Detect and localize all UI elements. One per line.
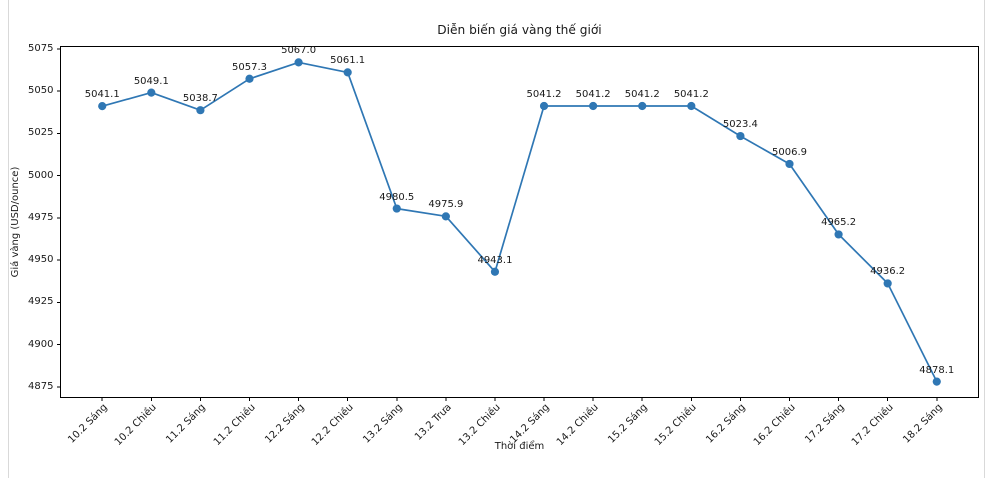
data-point-value: 4965.2 bbox=[821, 217, 857, 229]
y-tick-label: 5025 bbox=[28, 127, 54, 139]
data-point-value: 5057.3 bbox=[232, 61, 267, 73]
data-point-marker bbox=[245, 74, 254, 83]
data-point-marker bbox=[196, 106, 205, 115]
data-point-marker bbox=[883, 279, 892, 288]
data-point-marker bbox=[834, 230, 843, 239]
data-point-value: 5041.2 bbox=[575, 88, 611, 100]
data-point-value: 5041.1 bbox=[84, 89, 120, 101]
y-tick-label: 4900 bbox=[28, 338, 54, 350]
axes-frame bbox=[60, 46, 979, 398]
data-point-marker bbox=[490, 267, 500, 276]
data-point-marker bbox=[343, 68, 352, 77]
data-point-marker bbox=[638, 101, 647, 111]
data-point-marker bbox=[932, 377, 941, 386]
data-point-marker bbox=[785, 159, 794, 169]
data-point-value: 5041.2 bbox=[673, 88, 709, 100]
data-point-marker bbox=[392, 204, 401, 213]
data-point-value: 5023.4 bbox=[722, 119, 758, 131]
data-point-value: 4878.1 bbox=[919, 364, 955, 376]
data-point-marker bbox=[147, 88, 156, 97]
y-tick-label: 4950 bbox=[28, 254, 54, 266]
y-tick-label: 4875 bbox=[28, 380, 54, 392]
y-tick-label: 5075 bbox=[28, 42, 54, 54]
chart-title: Diễn biến giá vàng thế giới bbox=[437, 23, 602, 37]
data-point-value: 4943.1 bbox=[477, 254, 513, 266]
data-point-value: 5049.1 bbox=[133, 75, 169, 87]
data-point-value: 5038.7 bbox=[182, 93, 218, 105]
data-point-marker bbox=[687, 101, 696, 111]
data-point-value: 5061.1 bbox=[330, 55, 366, 67]
data-point-value: 5006.9 bbox=[772, 146, 807, 158]
data-point-value: 5067.0 bbox=[281, 45, 317, 57]
data-point-marker bbox=[441, 212, 450, 221]
data-point-value: 5041.2 bbox=[526, 88, 562, 100]
data-point-value: 4975.9 bbox=[428, 199, 464, 211]
y-tick-label: 5050 bbox=[28, 85, 54, 97]
y-tick-label: 5000 bbox=[28, 169, 54, 181]
data-point-marker bbox=[294, 58, 303, 67]
data-point-value: 4980.5 bbox=[379, 191, 415, 203]
data-point-marker bbox=[539, 101, 549, 111]
y-tick-label: 4975 bbox=[28, 211, 54, 223]
y-tick-label: 4925 bbox=[28, 296, 54, 308]
price-line bbox=[101, 61, 938, 383]
chart-card bbox=[8, 0, 985, 478]
data-point-value: 4936.2 bbox=[870, 266, 906, 278]
data-point-value: 5041.2 bbox=[624, 88, 660, 100]
data-point-marker bbox=[589, 101, 598, 111]
x-axis-label: Thời điểm bbox=[494, 441, 545, 452]
data-point-marker bbox=[98, 102, 107, 111]
data-point-marker bbox=[736, 131, 745, 141]
